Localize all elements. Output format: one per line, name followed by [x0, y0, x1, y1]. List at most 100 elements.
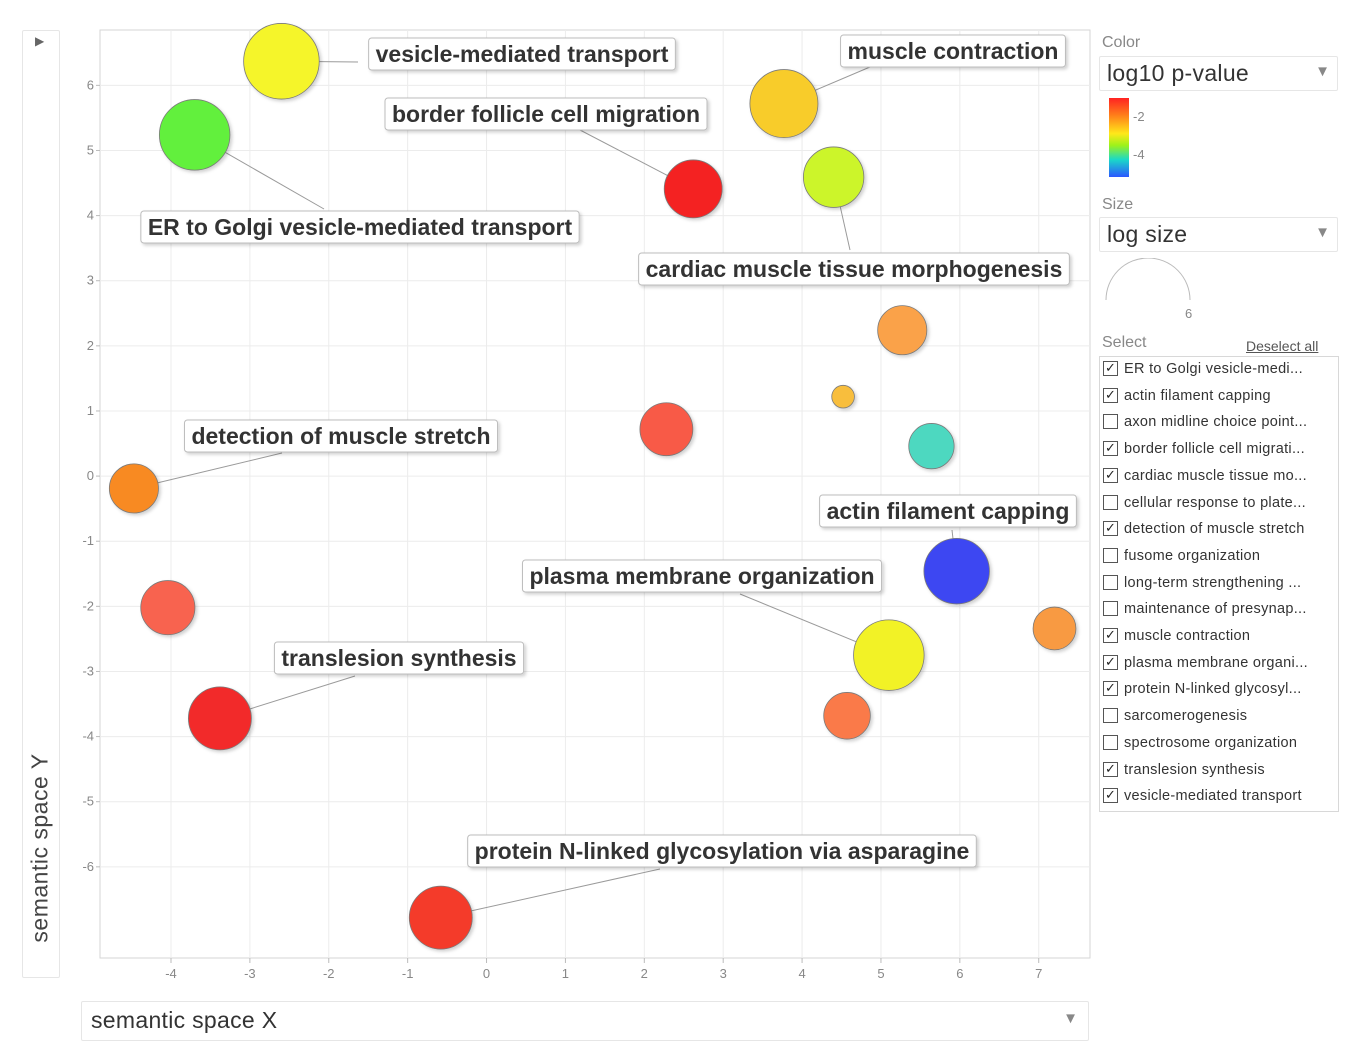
- bubble-label-text: ER to Golgi vesicle-mediated transport: [148, 214, 573, 240]
- bubble[interactable]: [749, 69, 819, 139]
- select-item[interactable]: ✓ plasma membrane organi...: [1103, 651, 1335, 675]
- checkbox[interactable]: ✓: [1103, 467, 1118, 483]
- size-legend-value: 6: [1185, 306, 1193, 321]
- deselect-all-link[interactable]: Deselect all: [1246, 338, 1319, 354]
- select-item-label: sarcomerogenesis: [1124, 708, 1248, 725]
- checkbox[interactable]: [1103, 547, 1118, 563]
- y-tick-label: -1: [82, 533, 94, 548]
- bubble-labels: vesicle-mediated transport muscle contrac…: [140, 34, 1077, 868]
- checkbox[interactable]: [1103, 734, 1118, 750]
- bubble-label-box: [467, 834, 977, 868]
- x-axis-selector[interactable]: semantic space X ▼: [81, 1001, 1089, 1041]
- checkbox[interactable]: [1103, 494, 1118, 510]
- x-tick-label: 0: [483, 966, 490, 981]
- select-item-label: axon midline choice point...: [1124, 414, 1308, 431]
- scatter-plot: -4 -3 -2 -1 0 1 2 3 4 5 6 7 -6 -5 -4 -3 -2 -1 0 1 2 3 4 5 6 vesi…: [82, 23, 1091, 981]
- leader-line: [133, 452, 283, 489]
- bubble[interactable]: [108, 463, 159, 514]
- bubble[interactable]: [158, 99, 231, 171]
- bubble-label-box: [638, 252, 1070, 286]
- select-title: Select: [1102, 334, 1147, 351]
- checkbox[interactable]: ✓: [1103, 387, 1118, 403]
- select-item[interactable]: ✓ vesicle-mediated transport: [1103, 784, 1335, 808]
- bubble-label: translesion synthesis: [273, 641, 525, 675]
- checkbox[interactable]: ✓: [1103, 788, 1118, 804]
- checkbox[interactable]: ✓: [1103, 521, 1118, 537]
- select-item[interactable]: axon midline choice point...: [1103, 410, 1335, 434]
- y-axis-selector[interactable]: [22, 30, 60, 978]
- color-dropdown[interactable]: log10 p-value ▼: [1099, 56, 1338, 91]
- bubble-label-text: muscle contraction: [848, 38, 1059, 64]
- x-tick-label: -1: [402, 966, 414, 981]
- select-item[interactable]: ✓ cardiac muscle tissue mo...: [1103, 464, 1335, 488]
- x-tick-label: 2: [641, 966, 648, 981]
- checkbox[interactable]: ✓: [1103, 361, 1118, 376]
- y-tick-label: 1: [87, 403, 94, 418]
- bubble[interactable]: [823, 692, 871, 740]
- select-item[interactable]: ✓ muscle contraction: [1103, 624, 1335, 648]
- select-item[interactable]: cellular response to plate...: [1103, 491, 1335, 515]
- bubble-label-box: [368, 37, 676, 71]
- select-item[interactable]: ✓ detection of muscle stretch: [1103, 517, 1335, 541]
- plot-area: [99, 29, 1091, 959]
- bubble[interactable]: [408, 885, 473, 950]
- bubble[interactable]: [1032, 606, 1077, 651]
- select-item-label: maintenance of presynap...: [1124, 601, 1307, 618]
- bubble[interactable]: [243, 23, 320, 100]
- x-tick-label: 4: [798, 966, 805, 981]
- bubble[interactable]: [188, 686, 252, 751]
- checkbox[interactable]: [1103, 708, 1118, 724]
- bubble[interactable]: [923, 538, 990, 605]
- chevron-down-icon: ▼: [1315, 63, 1330, 80]
- bubble-label-text: vesicle-mediated transport: [376, 41, 669, 67]
- size-dropdown[interactable]: log size ▼: [1099, 217, 1338, 252]
- y-tick-label: -5: [82, 794, 94, 809]
- select-item[interactable]: ✓ border follicle cell migrati...: [1103, 437, 1335, 461]
- checkbox[interactable]: [1103, 574, 1118, 590]
- checkbox[interactable]: [1103, 414, 1118, 430]
- colorbar: [1109, 98, 1129, 177]
- bubble-label-text: translesion synthesis: [281, 645, 516, 671]
- size-legend-arc: [1105, 258, 1191, 301]
- checkbox[interactable]: ✓: [1103, 761, 1118, 777]
- x-axis-label: semantic space X: [91, 1007, 278, 1033]
- y-tick-label: -4: [82, 729, 94, 744]
- checkbox[interactable]: [1103, 601, 1118, 617]
- checkbox[interactable]: ✓: [1103, 628, 1118, 643]
- bubble-label: plasma membrane organization: [521, 559, 883, 593]
- y-tick-label: -3: [82, 663, 94, 678]
- select-item-label: translesion synthesis: [1124, 761, 1265, 778]
- bubble-label-box: [273, 641, 525, 675]
- select-item[interactable]: spectrosome organization: [1103, 731, 1335, 755]
- bubble[interactable]: [853, 619, 925, 691]
- select-item[interactable]: sarcomerogenesis: [1103, 704, 1335, 728]
- checkbox[interactable]: ✓: [1103, 681, 1118, 697]
- expand-arrow-icon[interactable]: ▶: [35, 34, 45, 48]
- bubble[interactable]: [663, 159, 723, 219]
- select-item[interactable]: long-term strengthening ...: [1103, 571, 1335, 595]
- select-item[interactable]: ✓ translesion synthesis: [1103, 758, 1335, 782]
- select-item[interactable]: ✓ protein N-linked glycosyl...: [1103, 677, 1335, 701]
- select-item[interactable]: ✓ actin filament capping: [1103, 384, 1335, 408]
- checkbox[interactable]: ✓: [1103, 654, 1118, 670]
- select-item-label: plasma membrane organi...: [1124, 654, 1308, 671]
- bubble[interactable]: [802, 146, 865, 208]
- bubble-label-text: protein N-linked glycosylation via aspar…: [475, 838, 970, 864]
- size-dropdown-value: log size: [1107, 221, 1188, 247]
- axis-ticks: -4 -3 -2 -1 0 1 2 3 4 5 6 7 -6 -5 -4 -3 -2 -1 0 1 2 3 4 5 6: [82, 77, 1042, 981]
- select-item[interactable]: fusome organization: [1103, 544, 1335, 568]
- bubble-label-text: actin filament capping: [827, 498, 1070, 524]
- colorbar-tick: -4: [1133, 147, 1145, 162]
- select-item[interactable]: ✓ ER to Golgi vesicle-medi...: [1103, 357, 1335, 381]
- bubbles[interactable]: [108, 23, 1077, 950]
- checkbox[interactable]: ✓: [1103, 441, 1118, 457]
- select-item-label: detection of muscle stretch: [1124, 521, 1305, 538]
- bubble[interactable]: [639, 402, 694, 457]
- x-tick-label: 7: [1035, 966, 1042, 981]
- bubble[interactable]: [908, 423, 955, 470]
- bubble[interactable]: [877, 305, 928, 356]
- bubble[interactable]: [140, 580, 196, 636]
- select-item[interactable]: maintenance of presynap...: [1103, 597, 1335, 621]
- bubble[interactable]: [831, 384, 855, 409]
- leader-line: [440, 868, 661, 919]
